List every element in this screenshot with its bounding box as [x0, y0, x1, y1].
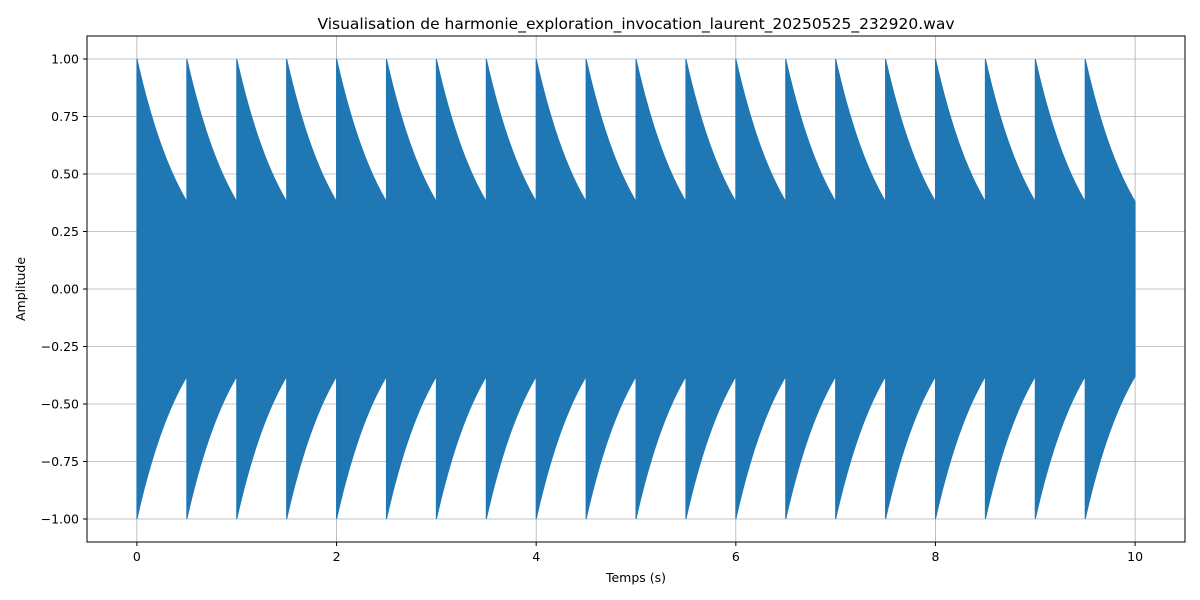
waveform-pulse — [236, 58, 288, 520]
waveform-pulse — [785, 58, 837, 520]
waveform — [136, 58, 1136, 520]
waveform-pulse — [186, 58, 238, 520]
x-tick-label: 8 — [931, 549, 939, 564]
waveform-pulse — [1084, 58, 1136, 520]
y-tick-label: 0.50 — [51, 167, 79, 182]
y-tick-label: −0.50 — [41, 397, 79, 412]
y-tick-label: 0.00 — [51, 282, 79, 297]
y-tick-label: −0.25 — [41, 339, 79, 354]
waveform-pulse — [485, 58, 537, 520]
x-axis: 0 2 4 6 8 10 — [133, 542, 1143, 564]
waveform-pulse — [685, 58, 737, 520]
y-axis-label: Amplitude — [13, 257, 28, 321]
waveform-pulse — [585, 58, 637, 520]
y-axis: −1.00 −0.75 −0.50 −0.25 0.00 0.25 0.50 0.75 1.00 — [41, 52, 87, 527]
y-tick-label: −0.75 — [41, 454, 79, 469]
waveform-pulse — [535, 58, 587, 520]
waveform-pulse — [1034, 58, 1086, 520]
waveform-pulse — [336, 58, 387, 520]
waveform-pulse — [735, 58, 787, 520]
waveform-pulse — [835, 58, 887, 520]
x-tick-label: 4 — [532, 549, 540, 564]
y-tick-label: 0.75 — [51, 109, 79, 124]
waveform-pulse — [385, 58, 437, 520]
chart-title: Visualisation de harmonie_exploration_in… — [317, 15, 954, 34]
waveform-pulse — [934, 58, 986, 520]
y-tick-label: 1.00 — [51, 52, 79, 67]
y-tick-label: −1.00 — [41, 512, 79, 527]
waveform-pulse — [635, 58, 687, 520]
x-tick-label: 6 — [732, 549, 740, 564]
x-axis-label: Temps (s) — [605, 570, 666, 585]
waveform-pulse — [136, 58, 188, 520]
waveform-pulse — [286, 58, 338, 520]
x-tick-label: 10 — [1127, 549, 1143, 564]
x-tick-label: 2 — [333, 549, 341, 564]
waveform-pulse — [435, 58, 487, 520]
waveform-pulse — [885, 58, 936, 520]
y-tick-label: 0.25 — [51, 224, 79, 239]
waveform-pulse — [984, 58, 1036, 520]
x-tick-label: 0 — [133, 549, 141, 564]
